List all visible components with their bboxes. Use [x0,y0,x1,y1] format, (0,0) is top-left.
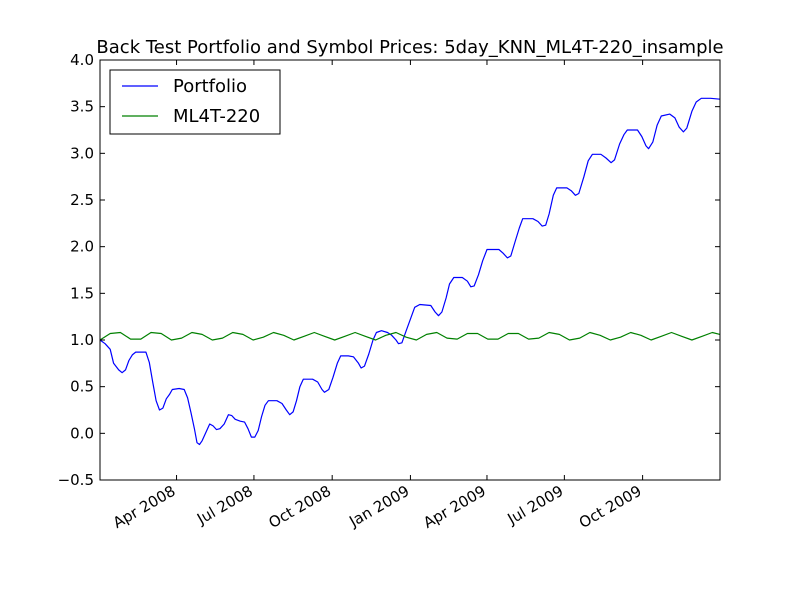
y-tick-label: 0.0 [70,424,94,442]
series-line-ml4t-220 [99,331,721,341]
series-layer [99,97,721,446]
y-tick-label: −0.5 [58,471,94,489]
y-tick-label: 2.0 [70,238,94,256]
y-tick-label: 3.5 [70,98,94,116]
series-line-portfolio [99,97,721,446]
chart-title: Back Test Portfolio and Symbol Prices: 5… [96,37,723,58]
legend: Portfolio ML4T-220 [109,69,281,135]
y-tick-label: 4.0 [70,51,94,69]
y-tick-label: 2.5 [70,191,94,209]
legend-box [109,69,281,135]
y-tick-label: 0.5 [70,378,94,396]
y-tick-label: 3.0 [70,144,94,162]
y-tick-label: 1.5 [70,284,94,302]
y-tick-label: 1.0 [70,331,94,349]
y-axis: −0.5 0.0 0.5 1.0 1.5 2.0 2.5 3.0 3.5 4.0 [58,51,720,489]
legend-label-ml4t-220: ML4T-220 [173,106,260,127]
legend-label-portfolio: Portfolio [173,76,247,97]
